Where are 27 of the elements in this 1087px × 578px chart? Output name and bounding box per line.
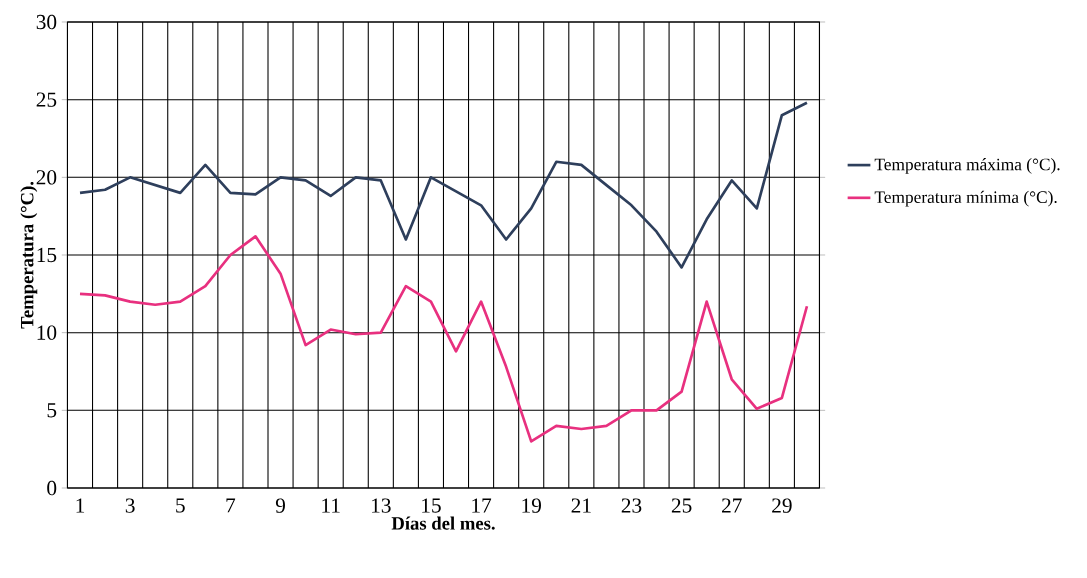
- legend-label: Temperatura máxima (°C).: [874, 158, 1060, 174]
- x-tick-label: 25: [671, 498, 692, 513]
- x-tick-label: 3: [125, 498, 135, 513]
- y-tick-label: 5: [47, 403, 57, 418]
- x-tick-label: 29: [772, 498, 792, 513]
- legend-label: Temperatura mínima (°C).: [874, 190, 1057, 207]
- x-tick-label: 21: [571, 498, 591, 513]
- line-series: [78, 235, 809, 443]
- y-tick-label: 25: [36, 92, 57, 107]
- y-tick-label: 20: [36, 170, 57, 185]
- x-tick-label: 5: [176, 498, 185, 513]
- x-tick-label: 17: [472, 498, 492, 513]
- x-tick-label: 19: [522, 498, 541, 513]
- x-tick-label: 13: [372, 498, 391, 513]
- y-tick-label: 10: [37, 325, 57, 340]
- x-tick-label: 9: [275, 498, 285, 513]
- x-tick-label: 27: [722, 498, 742, 513]
- y-tick-label: 30: [36, 14, 57, 30]
- x-tick-label: 1: [76, 498, 85, 513]
- x-tick-label: 11: [322, 498, 340, 513]
- y-tick-label: 15: [37, 247, 57, 263]
- x-tick-label: 23: [621, 498, 642, 513]
- x-tick-label: 7: [226, 498, 236, 513]
- y-axis-title: Temperatura (°C).: [20, 181, 38, 329]
- x-tick-label: 15: [422, 498, 441, 513]
- y-tick-label: 0: [47, 480, 57, 496]
- x-axis-title: Días del mes.: [391, 516, 495, 530]
